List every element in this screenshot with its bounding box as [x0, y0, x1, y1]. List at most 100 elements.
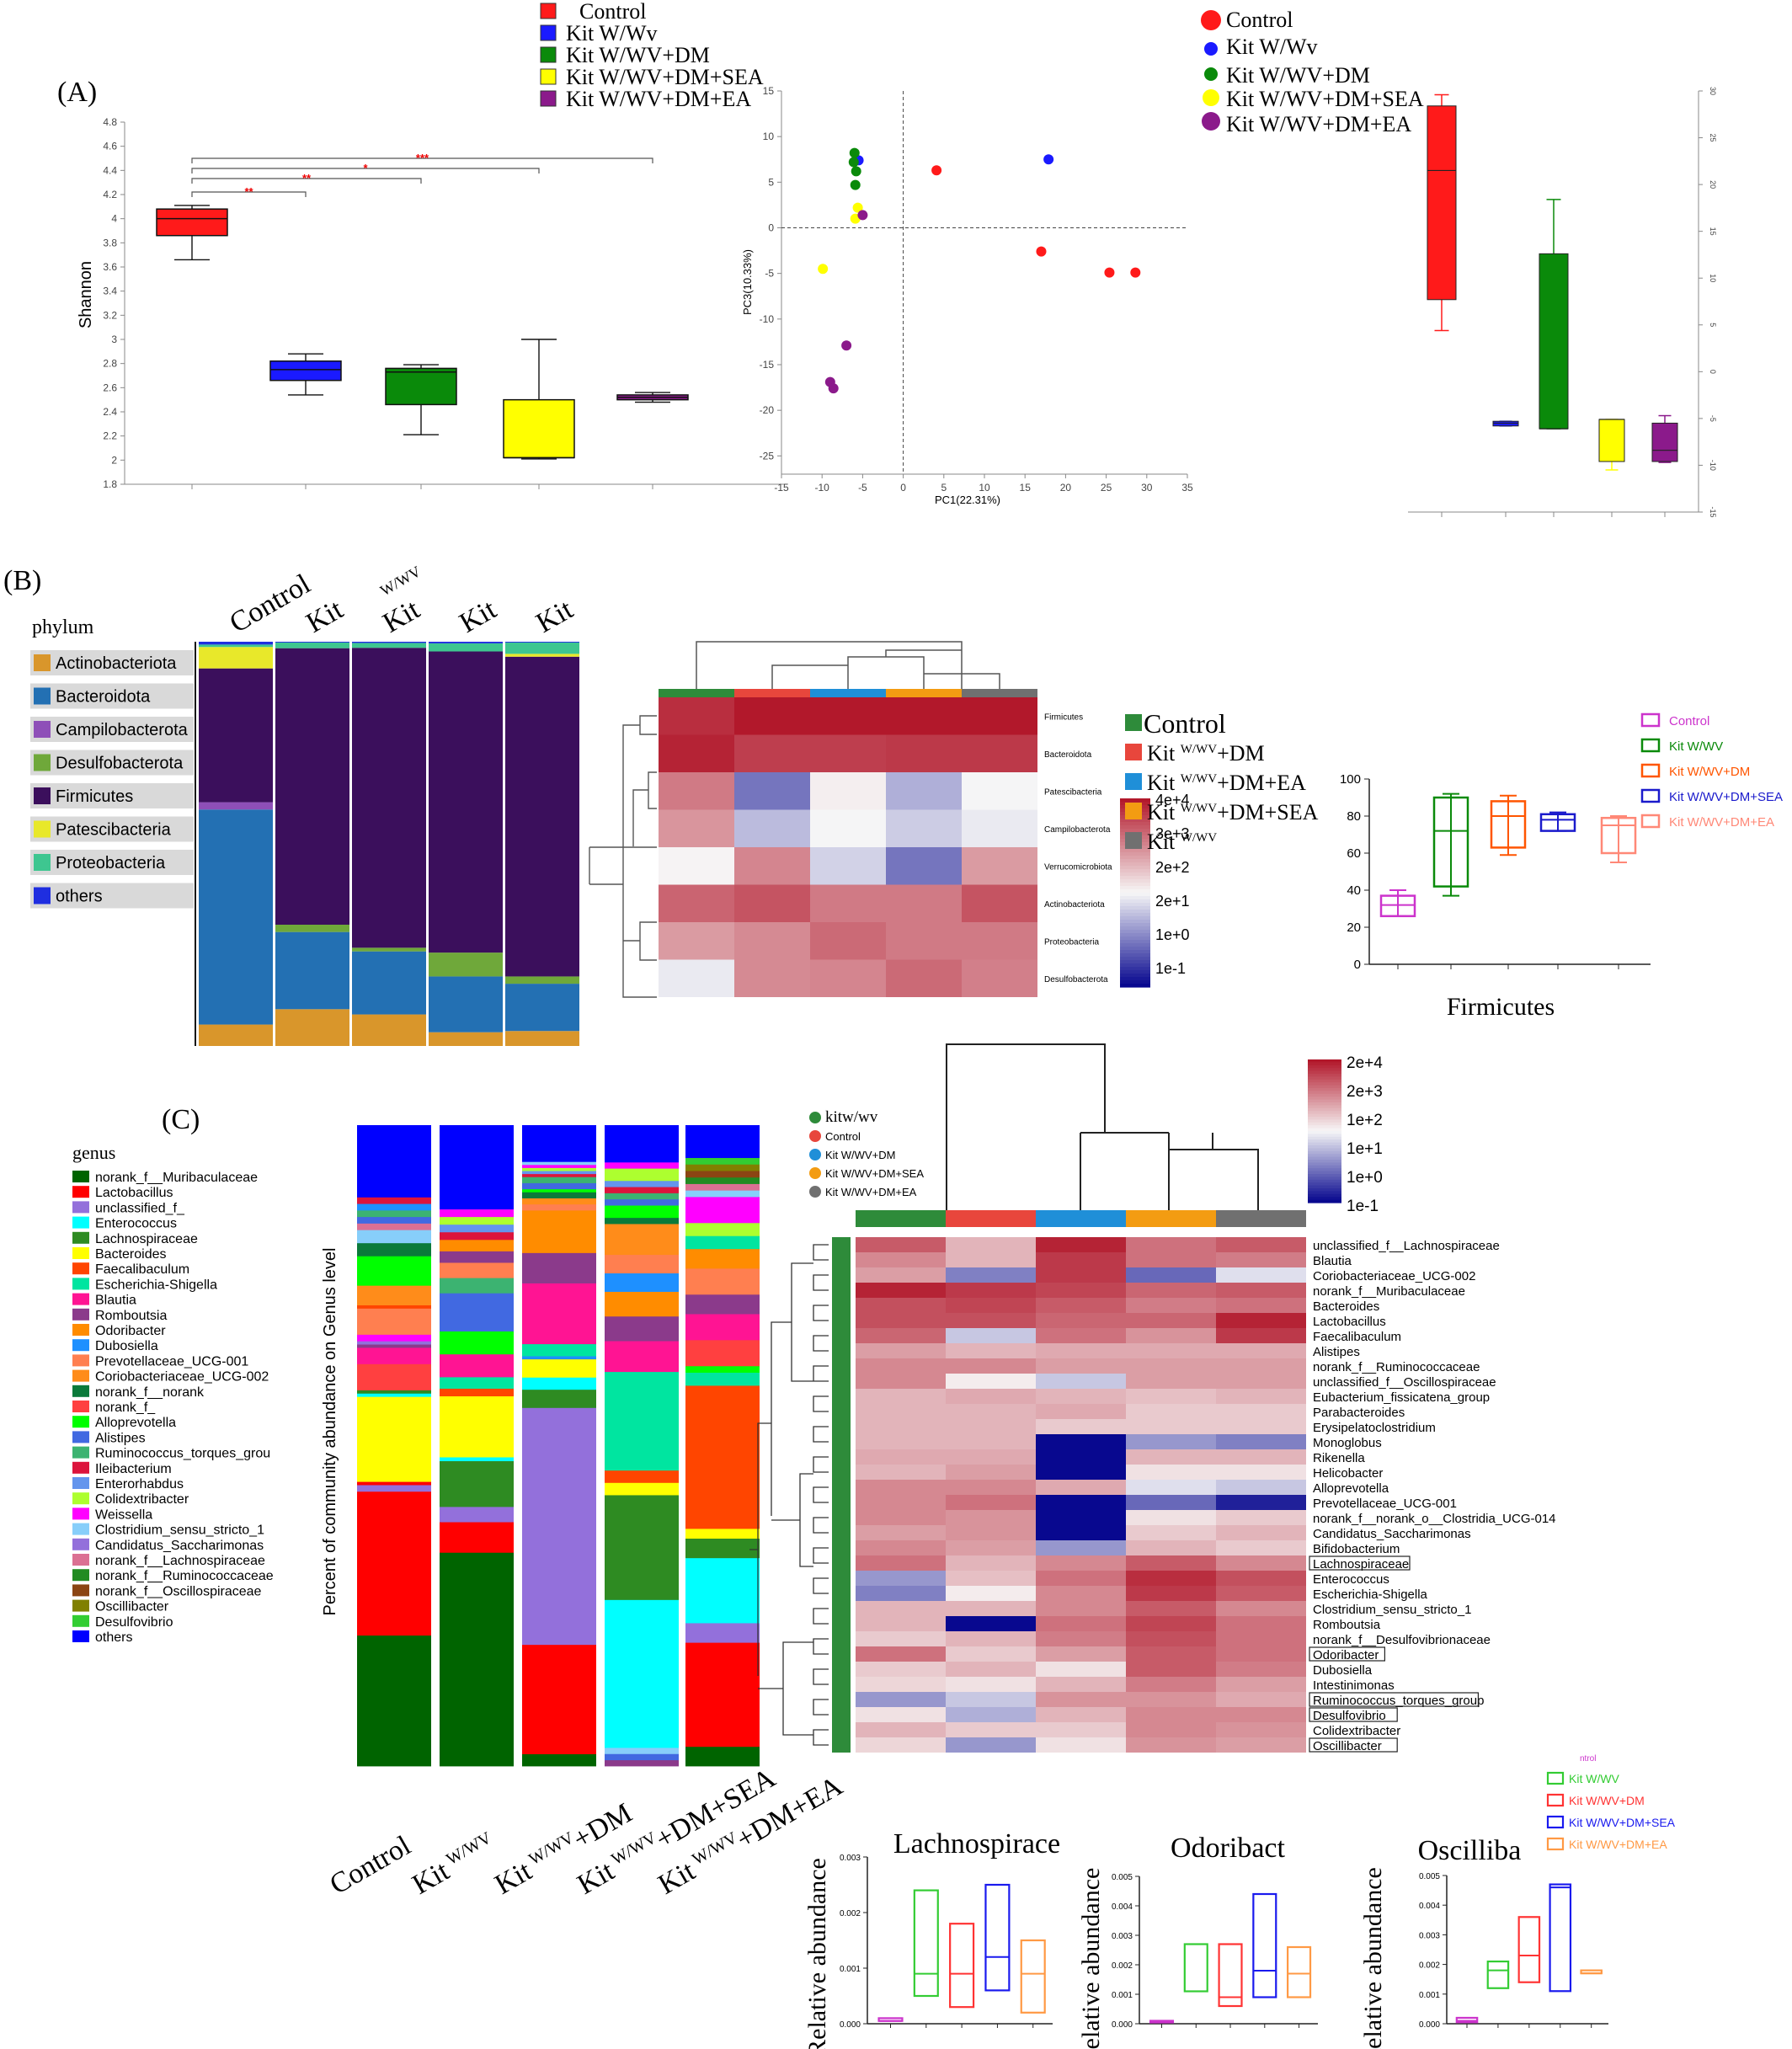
- stacked-segment: [352, 648, 426, 948]
- legend-label: ntrol: [1580, 1754, 1596, 1764]
- y-axis-label: Shannon: [77, 261, 95, 328]
- stacked-segment: [605, 1470, 679, 1483]
- legend-swatch: [72, 1584, 89, 1597]
- legend-gradient-cell: [1120, 883, 1150, 887]
- legend-a2-2: Kit W/WV+DM: [1226, 63, 1370, 88]
- row-label: unclassified_f__Oscillospiraceae: [1313, 1375, 1496, 1390]
- heat-cell: [1036, 1646, 1126, 1662]
- heat-cell: [1126, 1237, 1216, 1252]
- box: [913, 1889, 939, 1998]
- row-label: Monoglobus: [1313, 1436, 1382, 1450]
- stacked-segment: [440, 1251, 514, 1263]
- heat-cell: [1126, 1722, 1216, 1737]
- heat-cell: [1126, 1601, 1216, 1616]
- y-tick-label: 0.001: [1419, 1991, 1440, 2000]
- legend-swatch: [72, 1278, 89, 1290]
- legend-label: Desulfovibrio: [95, 1615, 173, 1630]
- legend-gradient-cell: [1120, 920, 1150, 924]
- y-tick-label: 40: [1347, 883, 1361, 898]
- heat-cell: [946, 1601, 1036, 1616]
- legend-swatch: [72, 1201, 89, 1214]
- heat-cell: [1126, 1389, 1216, 1404]
- legend-swatch: [72, 1369, 89, 1382]
- stacked-segment: [605, 1482, 679, 1496]
- legend-label: norank_f__Ruminococcaceae: [95, 1569, 274, 1583]
- y-tick-label: 4.8: [103, 116, 117, 128]
- legend-label: Control: [825, 1130, 861, 1143]
- row-group-bar: [832, 1237, 851, 1753]
- legend-label: Kit W/WV+DM+EA: [1669, 815, 1774, 830]
- stacked-segment: [357, 1230, 431, 1244]
- stacked-segment: [357, 1285, 431, 1305]
- heat-cell: [1036, 1480, 1126, 1495]
- legend-gradient-cell: [1120, 798, 1150, 803]
- stacked-segment: [357, 1485, 431, 1492]
- legend-label: Control: [1144, 708, 1226, 739]
- stacked-segment: [440, 1506, 514, 1523]
- y-tick-label: -10: [760, 313, 775, 325]
- sig-star: ***: [416, 152, 429, 164]
- phylum-heatmap: Firmicutes Bacteroidota Patescibacteria Cam…: [589, 641, 1319, 998]
- stacked-segment: [505, 976, 579, 984]
- legend-label: Enterorhabdus: [95, 1477, 184, 1491]
- heat-cell: [1036, 1495, 1126, 1510]
- stacked-segment: [605, 1193, 679, 1200]
- stacked-segment: [357, 1308, 431, 1335]
- row-highlight-box: [1309, 1555, 1411, 1571]
- scatter-point: [1130, 267, 1141, 278]
- legend-label: norank_f__Oscillospiraceae: [95, 1584, 262, 1598]
- row-highlight-box: [1309, 1692, 1479, 1707]
- legend-label: Weissella: [95, 1507, 152, 1522]
- stacked-segment: [522, 1753, 596, 1767]
- stacked-segment: [522, 1644, 596, 1754]
- heat-cell: [1126, 1586, 1216, 1601]
- y-axis-label: PC3(10.33%): [741, 249, 754, 315]
- row-label: Coriobacteriaceae_UCG-002: [1313, 1269, 1475, 1283]
- heat-cell: [1216, 1571, 1306, 1586]
- legend-gradient-cell: [1120, 916, 1150, 920]
- sig-bracket: [191, 178, 422, 184]
- legend-label: Kit W/WV+DM+EA: [825, 1186, 917, 1198]
- legend-label: Kit W/WV+DM+SEA: [1147, 800, 1319, 824]
- row-label: Blautia: [1313, 1254, 1352, 1268]
- y-tick-label: 0.002: [1112, 1961, 1133, 1971]
- stacked-segment: [505, 654, 579, 657]
- stacked-segment: [440, 1231, 514, 1241]
- heat-cell: [856, 1510, 946, 1525]
- legend-gradient-cell: [1120, 980, 1150, 984]
- heat-cell: [1216, 1540, 1306, 1555]
- heat-cell: [946, 1677, 1036, 1692]
- legend-gradient-cell: [1308, 1113, 1341, 1118]
- heat-cell: [1036, 1283, 1126, 1298]
- heat-cell: [1126, 1374, 1216, 1389]
- y-tick-label: 0: [1709, 370, 1717, 374]
- legend-swatch: [1546, 1837, 1565, 1851]
- heat-cell: [659, 884, 734, 922]
- legend-gradient-cell: [1308, 1197, 1341, 1201]
- heat-cell: [1036, 1540, 1126, 1555]
- legend-scale-label: 1e+1: [1347, 1140, 1383, 1158]
- legend-swatch: [1125, 803, 1142, 819]
- legend-swatch: [72, 1569, 89, 1582]
- stacked-segment: [605, 1341, 679, 1373]
- y-tick-label: 60: [1347, 846, 1361, 861]
- y-tick-label: 80: [1347, 809, 1361, 824]
- box: [385, 367, 457, 406]
- legend-gradient-cell: [1308, 1065, 1341, 1069]
- legend-label: Proteobacteria: [56, 854, 166, 872]
- heat-cell: [1216, 1449, 1306, 1465]
- heat-cell: [886, 847, 962, 885]
- heat-cell: [659, 847, 734, 885]
- heat-cell: [1216, 1358, 1306, 1374]
- row-label: Prevotellaceae_UCG-001: [1313, 1497, 1457, 1511]
- heat-cell: [1036, 1601, 1126, 1616]
- heat-cell: [1036, 1631, 1126, 1646]
- stacked-segment: [357, 1216, 431, 1224]
- legend-swatch: [72, 1293, 89, 1305]
- legend-gradient-cell: [1308, 1131, 1341, 1134]
- heat-cell: [1216, 1677, 1306, 1692]
- x-tick-label: -10: [815, 482, 830, 494]
- heat-cell: [856, 1419, 946, 1434]
- oscilli-boxplot: 0.005 0.004 0.003 0.002 0.001 0.000 Oscilliba R…: [1359, 1754, 1676, 2049]
- heat-cell: [856, 1495, 946, 1510]
